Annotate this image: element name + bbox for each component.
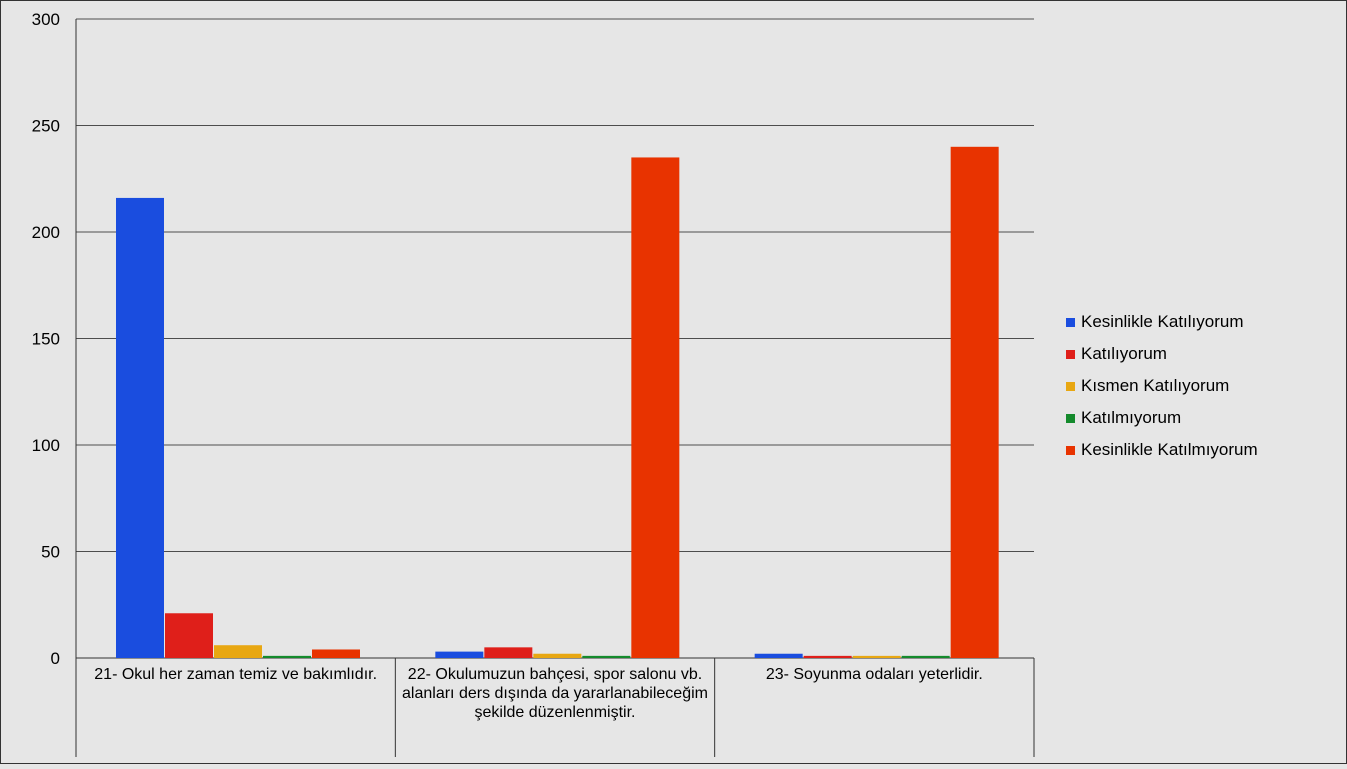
legend-label: Kısmen Katılıyorum [1081,376,1230,395]
bar [631,157,680,658]
bar [312,649,360,658]
bar [435,651,484,658]
bar [165,613,213,658]
legend-swatch [1066,317,1075,327]
y-tick-label: 150 [32,330,60,349]
y-tick-label: 50 [41,543,60,562]
bar [263,655,311,658]
bar [901,655,950,658]
bar [803,655,852,658]
legend-label: Katılmıyorum [1081,408,1182,427]
bar [582,655,631,658]
bar [533,653,582,658]
bar [754,653,803,658]
x-tick-label: 21- Okul her zaman temiz ve bakımlıdır. [94,666,378,683]
legend: Kesinlikle Katılıyorum Katılıyorum Kısmen … [1066,306,1258,466]
y-tick-label: 200 [32,223,60,242]
x-tick-label: 23- Soyunma odaları yeterlidir. [765,666,983,683]
legend-item: Kısmen Katılıyorum [1066,370,1258,402]
legend-label: Kesinlikle Katılıyorum [1081,312,1244,331]
bar [214,645,262,658]
legend-label: Katılıyorum [1081,344,1167,363]
legend-swatch [1066,349,1075,359]
bar [484,647,533,658]
legend-item: Kesinlikle Katılıyorum [1066,306,1258,338]
y-tick-label: 300 [32,10,60,29]
y-tick-label: 0 [51,649,60,668]
legend-item: Kesinlikle Katılmıyorum [1066,434,1258,466]
legend-label: Kesinlikle Katılmıyorum [1081,440,1258,459]
x-tick-label: 22- Okulumuzun bahçesi, spor salonu vb. … [402,666,708,721]
legend-swatch [1066,445,1075,455]
bar [950,146,999,659]
bar [116,197,164,659]
bar [852,655,901,658]
legend-item: Katılıyorum [1066,338,1258,370]
legend-swatch [1066,381,1075,391]
legend-item: Katılmıyorum [1066,402,1258,434]
legend-swatch [1066,413,1075,423]
y-tick-label: 100 [32,436,60,455]
y-tick-label: 250 [32,117,60,136]
